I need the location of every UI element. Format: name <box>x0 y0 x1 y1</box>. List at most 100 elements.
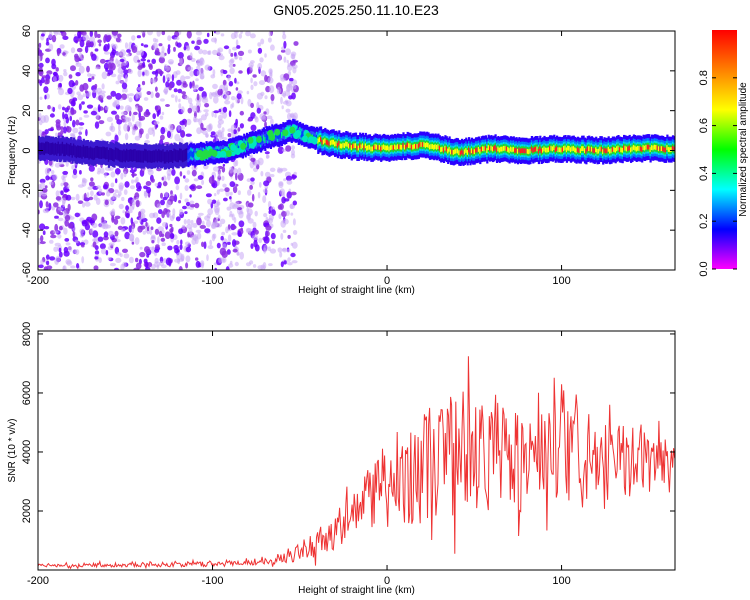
spectrogram-cell <box>139 49 144 56</box>
spectrogram-cell <box>229 196 232 200</box>
spectrogram-band <box>346 142 349 147</box>
spectrogram-band <box>428 144 432 150</box>
spectrogram-cell <box>79 170 82 175</box>
spectrogram-cell <box>281 196 286 204</box>
spectrogram-cell <box>280 233 284 240</box>
spectrogram-band <box>354 143 358 148</box>
spectrogram-cell <box>38 42 42 48</box>
spectrogram-band <box>38 141 41 154</box>
spectrogram-cell <box>138 217 142 223</box>
spectrogram-cell <box>155 124 159 128</box>
spectrogram-cell <box>249 161 255 169</box>
spectrogram-cell <box>154 261 161 268</box>
x-tick-label: -100 <box>202 275 224 287</box>
spectrogram-band <box>519 148 522 154</box>
spectrogram-band <box>327 140 330 146</box>
spectrogram-cell <box>72 230 76 238</box>
spectrogram-cell <box>62 106 65 111</box>
spectrogram-cell <box>79 228 84 234</box>
spectrogram-cell <box>64 188 70 192</box>
spectrogram-cell <box>193 115 197 123</box>
spectrogram-band <box>655 145 658 150</box>
spectrogram-cell <box>180 126 185 130</box>
spectrogram-cell <box>77 200 84 204</box>
spectrogram-cell <box>180 75 186 83</box>
spectrogram-cell <box>54 223 59 232</box>
spectrogram-cell <box>137 84 141 88</box>
spectrogram-cell <box>65 194 72 201</box>
spectrogram-cell <box>54 215 59 219</box>
spectrogram-cell <box>174 176 181 185</box>
spectrogram-band <box>627 146 630 152</box>
spectrogram-cell <box>133 220 139 224</box>
spectrogram-band <box>382 144 386 150</box>
y-tick-label: 0 <box>21 147 33 153</box>
spectrogram-band <box>368 144 372 150</box>
spectrogram-cell <box>230 103 233 109</box>
spectrogram-band <box>525 148 528 154</box>
spectrogram-cell <box>78 103 82 111</box>
spectrogram-cell <box>131 173 137 177</box>
spectrogram-cell <box>133 179 138 183</box>
spectrogram-cell <box>179 171 183 177</box>
spectrogram-cell <box>61 31 67 37</box>
spectrogram-cell <box>292 230 298 235</box>
spectrogram-cell <box>42 230 46 235</box>
spectrogram-cell <box>198 48 203 55</box>
spectrogram-cell <box>184 178 190 183</box>
spectrogram-cell <box>195 229 202 233</box>
spectrogram-band <box>320 137 323 142</box>
spectrogram-cell <box>128 110 132 117</box>
spectrogram-cell <box>92 230 99 238</box>
spectrogram-cell <box>122 210 125 214</box>
spectrogram-band <box>609 148 612 154</box>
spectrogram-cell <box>46 260 50 266</box>
spectrogram-cell <box>59 126 64 130</box>
spectrogram-cell <box>206 219 211 228</box>
spectrogram-cell <box>47 128 54 132</box>
spectrogram-cell <box>99 90 106 94</box>
spectrogram-band <box>190 150 193 157</box>
spectrogram-cell <box>195 257 199 261</box>
spectrogram-cell <box>126 53 131 57</box>
spectrogram-cell <box>51 206 55 211</box>
spectrogram-band <box>621 147 624 153</box>
spectrogram-cell <box>143 44 149 48</box>
spectrogram-cell <box>238 70 243 74</box>
colorbar-tick-label: 0.2 <box>698 214 710 229</box>
spectrogram-band <box>670 147 673 152</box>
spectrogram-band <box>166 150 169 162</box>
spectrogram-band <box>581 146 584 151</box>
spectrogram-band <box>237 143 240 150</box>
spectrogram-band <box>96 145 99 158</box>
spectrogram-cell <box>150 78 157 83</box>
spectrogram-cell <box>185 255 191 263</box>
spectrogram-cell <box>173 46 176 52</box>
spectrogram-band <box>60 143 63 156</box>
spectrogram-cell <box>81 244 85 248</box>
spectrogram-cell <box>48 31 53 39</box>
spectrogram-cell <box>189 185 195 190</box>
spectrogram-cell <box>115 178 118 184</box>
spectrogram-cell <box>287 112 292 121</box>
spectrogram-band <box>466 150 469 155</box>
spectrogram-cell <box>146 91 152 95</box>
spectrogram-band <box>328 141 331 147</box>
spectrogram-cell <box>232 239 237 248</box>
spectrogram-cell <box>84 201 91 207</box>
spectrogram-cell <box>287 262 293 266</box>
spectrogram-cell <box>291 145 295 151</box>
spectrogram-cell <box>162 75 166 84</box>
spectrogram-cell <box>234 77 237 84</box>
spectrogram-cell <box>161 46 165 53</box>
spectrogram-cell <box>192 85 196 91</box>
spectrogram-cell <box>239 110 244 116</box>
spectrogram-cell <box>289 203 294 209</box>
spectrogram-cell <box>249 33 256 39</box>
spectrogram-cell <box>220 33 225 37</box>
spectrogram-cell <box>114 99 120 107</box>
spectrogram-cell <box>230 96 236 101</box>
spectrogram-cell <box>79 39 85 48</box>
spectrogram-cell <box>208 176 215 185</box>
spectrogram-band <box>89 146 92 159</box>
